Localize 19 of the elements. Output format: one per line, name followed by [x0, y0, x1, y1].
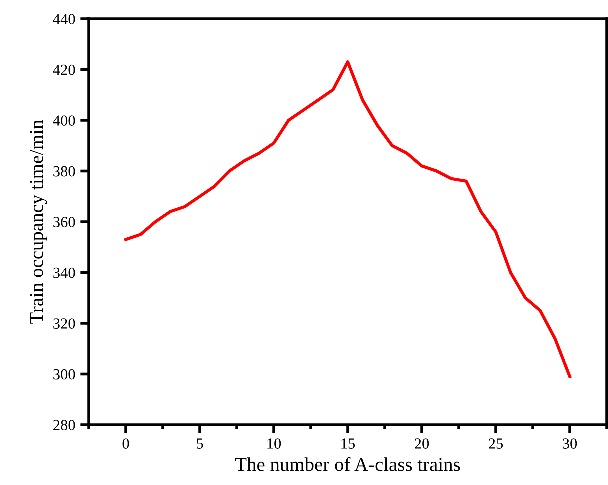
x-tick-label: 30	[563, 438, 578, 449]
line-series	[124, 60, 572, 378]
y-tick-label: 360	[54, 217, 76, 228]
y-tick-label: 420	[53, 64, 76, 76]
y-tick-label: 340	[54, 268, 76, 278]
y-tick-label: 280	[54, 420, 76, 430]
y-tick-label: 400	[53, 116, 76, 126]
y-tick-label: 300	[54, 369, 76, 380]
x-tick-label: 15	[342, 438, 356, 449]
y-tick-label: 380	[54, 166, 76, 177]
x-tick-label: 10	[268, 438, 282, 449]
x-tick-label: 0	[122, 438, 130, 449]
x-tick-label: 5	[197, 438, 204, 449]
x-tick-label: 20	[415, 438, 430, 449]
y-tick-label: 440	[53, 14, 76, 24]
y-axis-title: Train occupancy time/min	[30, 120, 48, 324]
y-tick-label: 320	[54, 318, 76, 329]
x-axis-title: The number of A-class trains	[235, 457, 460, 472]
x-tick-label: 25	[489, 438, 504, 449]
